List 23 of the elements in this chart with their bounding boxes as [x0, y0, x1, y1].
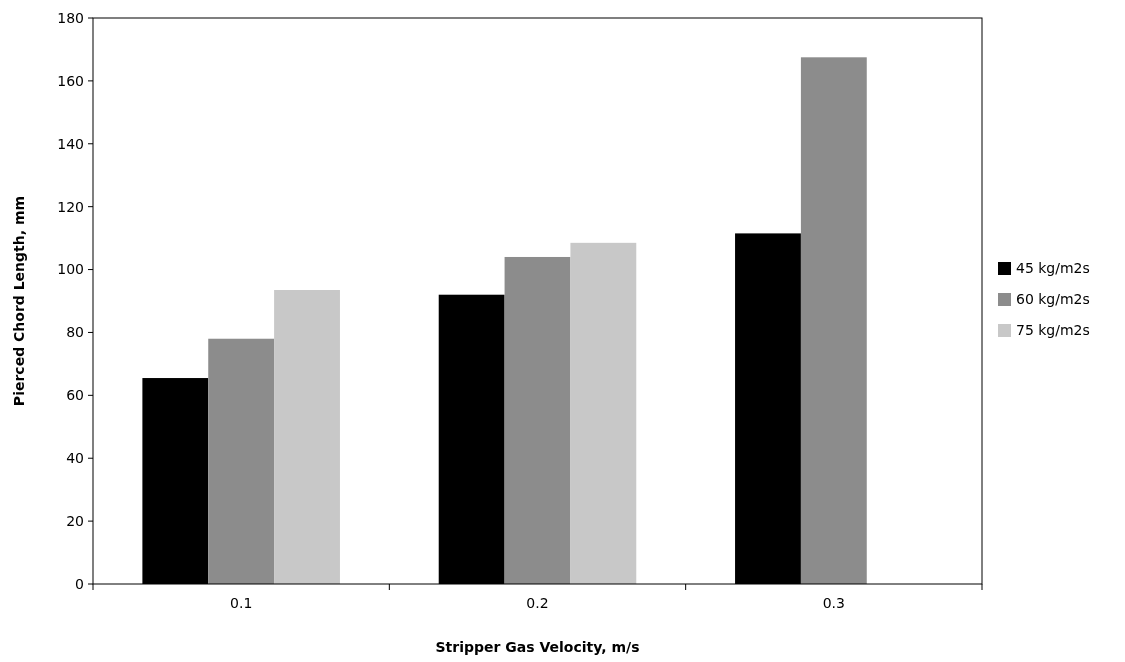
legend-label: 45 kg/m2s	[1016, 259, 1090, 276]
y-tick-label: 40	[66, 450, 84, 467]
y-tick-label: 100	[57, 261, 84, 278]
bar	[570, 242, 637, 584]
y-tick-label: 0	[75, 575, 84, 592]
y-tick-label: 140	[57, 135, 84, 152]
bar	[800, 57, 867, 584]
x-tick-label: 0.3	[822, 595, 845, 611]
bar	[504, 256, 571, 584]
legend-label: 75 kg/m2s	[1016, 321, 1090, 338]
y-tick-label: 60	[66, 387, 84, 404]
x-tick-label: 0.2	[526, 595, 549, 611]
x-axis-title: Stripper Gas Velocity, m/s	[435, 639, 640, 655]
legend-label: 60 kg/m2s	[1016, 290, 1090, 307]
y-axis-title: Pierced Chord Length, mm	[11, 195, 27, 407]
y-tick-label: 80	[66, 324, 84, 341]
bar	[208, 338, 275, 584]
y-tick-label: 20	[66, 513, 84, 530]
y-tick-label: 120	[57, 198, 84, 215]
y-tick-label: 180	[57, 9, 84, 26]
x-tick-label: 0.1	[230, 595, 253, 611]
y-tick-label: 160	[57, 72, 84, 89]
bar	[274, 289, 340, 584]
